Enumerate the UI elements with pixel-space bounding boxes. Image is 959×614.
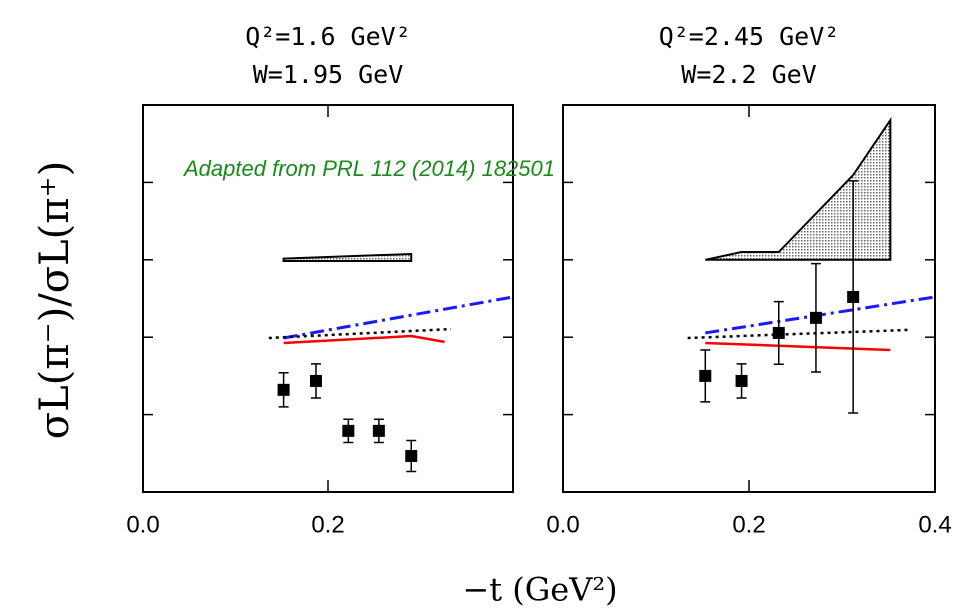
band	[705, 116, 892, 261]
data-point	[809, 311, 822, 324]
x-axis-label: −t (GeV²)	[462, 571, 617, 609]
curve	[705, 341, 891, 352]
panel-subtitle: W=2.2 GeV	[681, 60, 816, 89]
x-tick-label: 0.0	[126, 511, 159, 538]
panel-title: Q²=2.45 GeV²	[659, 22, 840, 51]
y-axis-label: σL(π⁻)/σL(π⁺)	[32, 161, 78, 439]
panel-subtitle: W=1.95 GeV	[253, 60, 404, 89]
plot-frame	[562, 104, 936, 493]
curve	[268, 327, 452, 340]
data-point	[342, 424, 355, 437]
x-tick-label: 0.4	[918, 511, 951, 538]
data-point	[699, 369, 712, 382]
data-point	[735, 374, 748, 387]
data-point	[847, 290, 860, 303]
x-tick-label: 0.2	[311, 511, 344, 538]
plot-frame	[142, 104, 514, 493]
x-tick-label: 0.2	[732, 511, 765, 538]
band	[282, 252, 413, 262]
curve	[283, 334, 445, 345]
data-point	[772, 326, 785, 339]
data-point	[277, 383, 290, 396]
data-point	[309, 374, 322, 387]
panel-title: Q²=1.6 GeV²	[245, 22, 411, 51]
x-tick-label: 0.0	[546, 511, 579, 538]
annotation: Adapted from PRL 112 (2014) 182501	[182, 156, 555, 181]
curve	[283, 295, 514, 340]
curve	[687, 328, 910, 340]
data-point	[372, 424, 385, 437]
data-point	[405, 450, 418, 463]
